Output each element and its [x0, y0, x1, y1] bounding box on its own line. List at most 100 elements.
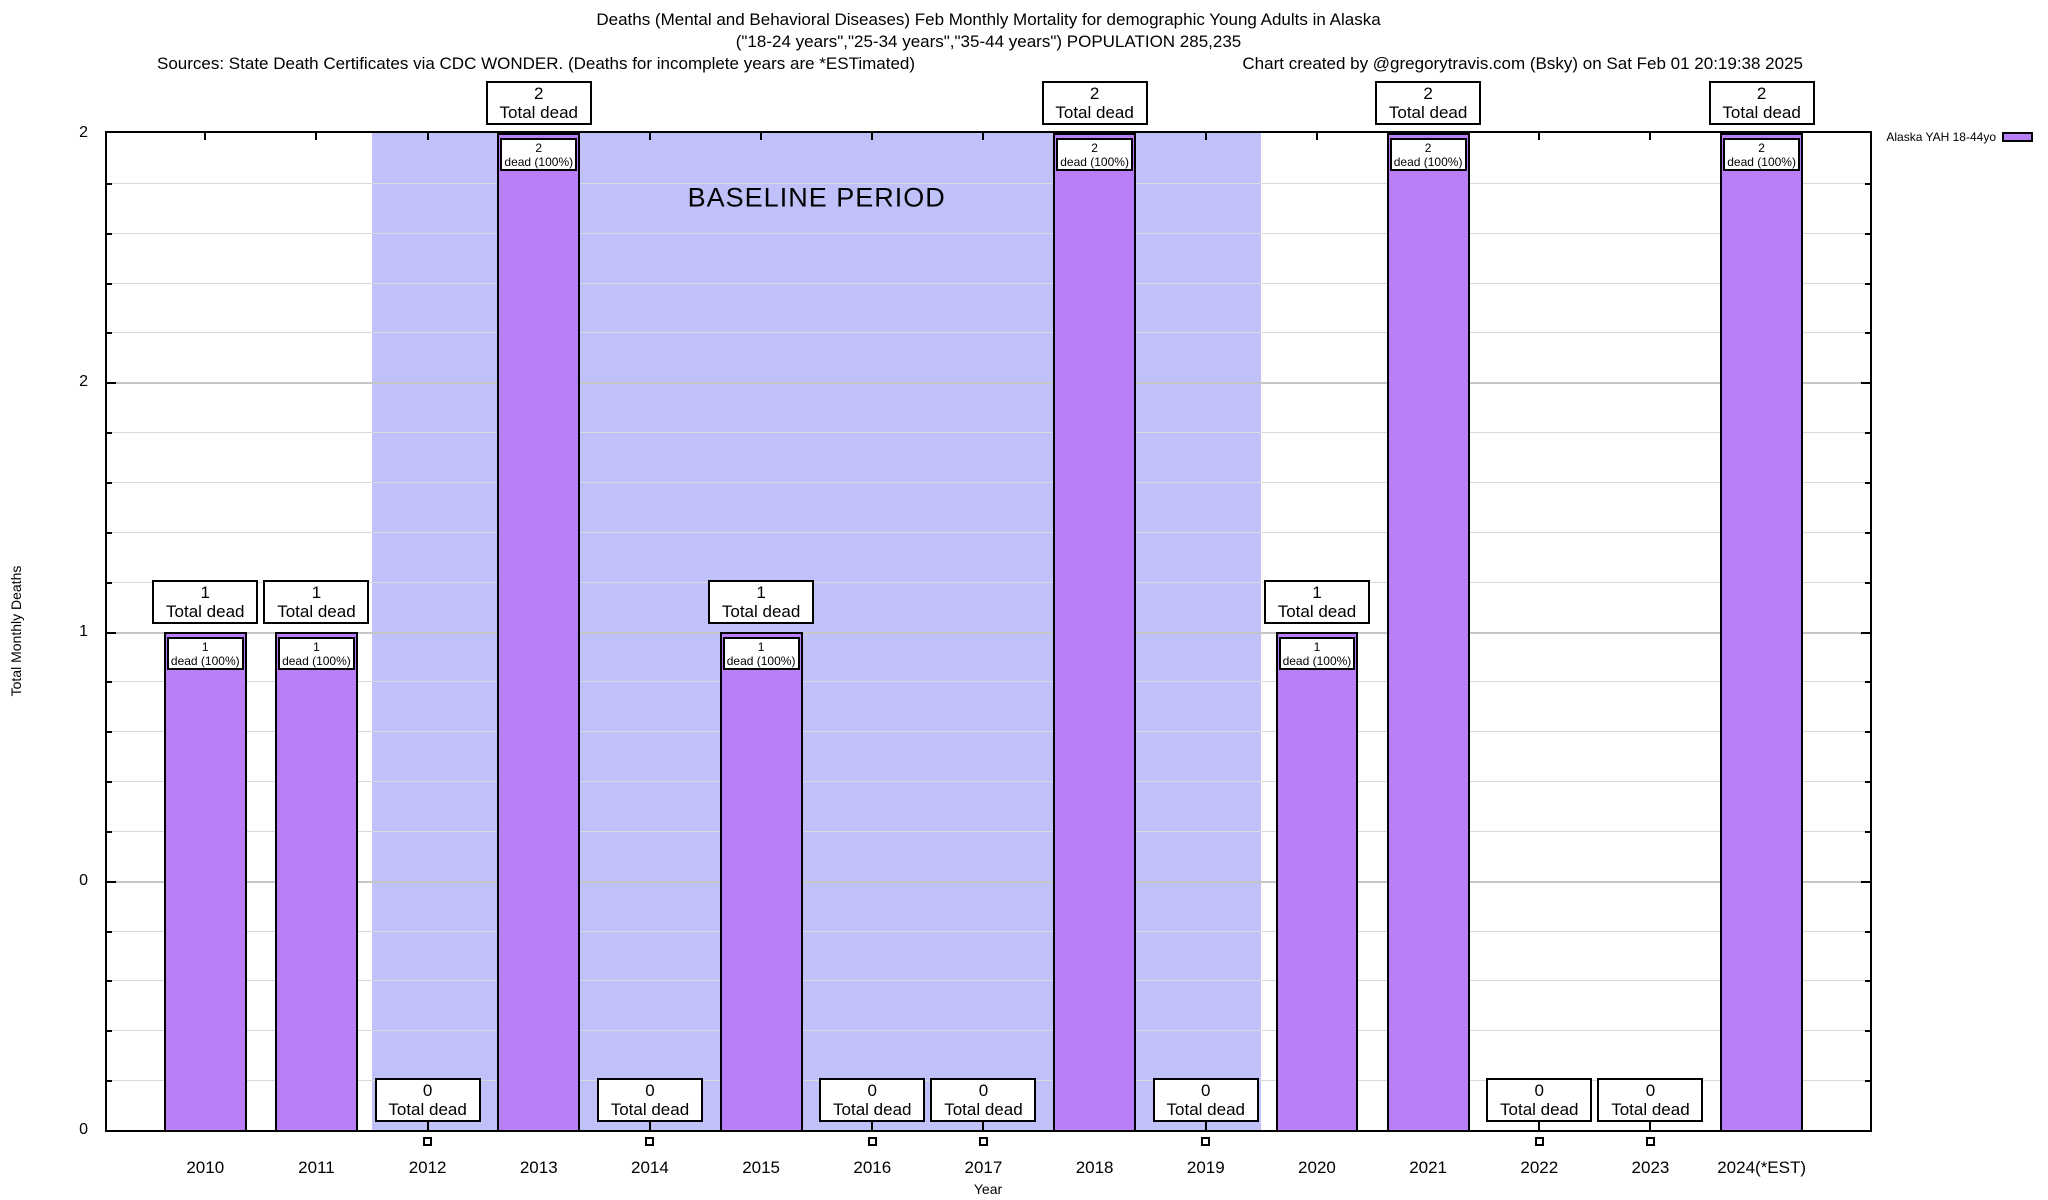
bar-2024(*EST): [1720, 133, 1804, 1130]
x-tick-label-2011: 2011: [298, 1158, 335, 1177]
zero-label-stem: [648, 1122, 651, 1130]
zero-label-stem: [1204, 1122, 1207, 1130]
gridline-minor: [107, 232, 1870, 234]
y-tick-right: [1865, 1080, 1870, 1083]
total-dead-value: 1: [311, 582, 322, 602]
y-tick-right: [1861, 631, 1870, 634]
total-dead-value: 1: [1312, 582, 1322, 602]
total-dead-value: 1: [200, 582, 210, 602]
dead-pct-text: dead (100%): [170, 653, 240, 668]
plot-area: BASELINE PERIOD 1 dead (100%) 1 Total dead 1 d…: [105, 81, 1872, 1146]
total-dead-label-2020: 1 Total dead: [1263, 579, 1370, 624]
total-dead-text: Total dead: [1388, 103, 1468, 122]
bar-2018: [1053, 133, 1136, 1130]
total-dead-label-2017: 0 Total dead: [930, 1078, 1037, 1122]
bar-2010: [163, 631, 247, 1130]
dead-pct-text: dead (100%): [504, 155, 574, 169]
x-axis-top-tick: [315, 133, 318, 140]
total-dead-value: 2: [534, 84, 544, 103]
zero-marker-2014: [645, 1137, 655, 1146]
total-dead-text: Total dead: [1500, 1100, 1579, 1119]
x-axis-top-tick: [204, 133, 207, 140]
zero-label-stem: [982, 1122, 985, 1130]
zero-marker-2017: [978, 1137, 988, 1146]
dead-pct-label-2015: 1 dead (100%): [722, 636, 800, 670]
gridline-minor: [107, 581, 1870, 583]
total-dead-value: 0: [645, 1081, 655, 1100]
x-tick-label-2010: 2010: [186, 1158, 225, 1177]
total-dead-text: Total dead: [1055, 103, 1134, 122]
dead-count-value: 1: [313, 639, 320, 654]
total-dead-label-2024(*EST): 2 Total dead: [1708, 81, 1815, 125]
zero-label-stem: [871, 1122, 874, 1130]
y-tick-right: [1865, 1030, 1870, 1033]
total-dead-text: Total dead: [833, 1100, 912, 1119]
y-tick-right: [1865, 980, 1870, 983]
dead-count-value: 2: [1758, 141, 1765, 155]
total-dead-label-2010: 1 Total dead: [152, 579, 259, 624]
gridline-minor: [107, 481, 1870, 483]
total-dead-label-2019: 0 Total dead: [1152, 1078, 1259, 1122]
chart-title-line2: ("18-24 years","25-34 years","35-44 year…: [735, 32, 1242, 51]
y-tick-right: [1865, 681, 1870, 684]
bar-2013: [497, 133, 581, 1130]
x-axis-top-tick: [760, 133, 763, 140]
dead-pct-label-2024(*EST): 2 dead (100%): [1723, 138, 1801, 171]
dead-pct-label-2020: 1 dead (100%): [1278, 636, 1356, 670]
x-axis-top-tick: [1538, 133, 1541, 140]
y-tick-right: [1861, 382, 1870, 385]
y-tick-left: [107, 1030, 112, 1033]
bar-2011: [275, 631, 358, 1130]
dead-pct-text: dead (100%): [282, 653, 351, 668]
x-tick-label-2019: 2019: [1186, 1158, 1225, 1177]
y-tick-right: [1865, 282, 1870, 285]
total-dead-label-2014: 0 Total dead: [596, 1078, 703, 1122]
y-tick-left: [107, 432, 112, 435]
y-tick-right: [1865, 232, 1870, 235]
y-tick-left: [107, 581, 112, 584]
y-tick-right: [1865, 930, 1870, 933]
y-tick-left: [107, 930, 112, 933]
x-tick-label-2020: 2020: [1298, 1158, 1336, 1177]
total-dead-label-2015: 1 Total dead: [708, 579, 815, 624]
total-dead-label-2021: 2 Total dead: [1375, 81, 1482, 125]
legend-series-label: Alaska YAH 18-44yo: [1886, 130, 1996, 144]
total-dead-value: 0: [422, 1081, 433, 1100]
credit-note: Chart created by @gregorytravis.com (Bsk…: [1242, 54, 1803, 73]
total-dead-label-2016: 0 Total dead: [819, 1078, 926, 1122]
dead-count-value: 2: [1091, 141, 1098, 155]
x-tick-label-2023: 2023: [1631, 1158, 1670, 1177]
dead-pct-text: dead (100%): [1282, 653, 1352, 668]
y-tick-left: [107, 531, 112, 534]
gridline-minor: [107, 432, 1870, 434]
gridline-major: [107, 382, 1870, 385]
dead-pct-text: dead (100%): [1727, 155, 1796, 169]
y-tick-right: [1865, 581, 1870, 584]
gridline-minor: [107, 1030, 1870, 1032]
y-tick-left: [107, 781, 112, 784]
gridline-minor: [107, 781, 1870, 783]
total-dead-label-2013: 2 Total dead: [485, 81, 592, 125]
dead-count-value: 2: [535, 141, 543, 155]
total-dead-label-2011: 1 Total dead: [263, 579, 370, 624]
y-tick-left: [107, 481, 112, 484]
y-axis-tick-label: 2: [79, 124, 88, 141]
x-tick-label-2015: 2015: [742, 1158, 781, 1177]
total-dead-label-2018: 2 Total dead: [1041, 81, 1148, 125]
total-dead-value: 0: [1201, 1081, 1211, 1100]
total-dead-value: 0: [1645, 1081, 1656, 1100]
dead-pct-label-2021: 2 dead (100%): [1389, 138, 1467, 171]
x-axis-top-tick: [426, 133, 429, 140]
y-tick-left: [107, 282, 112, 285]
y-tick-right: [1865, 531, 1870, 534]
bar-2021: [1386, 133, 1470, 1130]
dead-pct-text: dead (100%): [1060, 155, 1129, 169]
gridline-minor: [107, 332, 1870, 334]
y-tick-right: [1865, 182, 1870, 185]
total-dead-text: Total dead: [499, 103, 578, 122]
dead-pct-label-2018: 2 dead (100%): [1056, 138, 1133, 171]
x-axis-top-tick: [648, 133, 651, 140]
y-axis-tick-label: 0: [79, 1121, 88, 1138]
x-axis-top-tick: [871, 133, 874, 140]
